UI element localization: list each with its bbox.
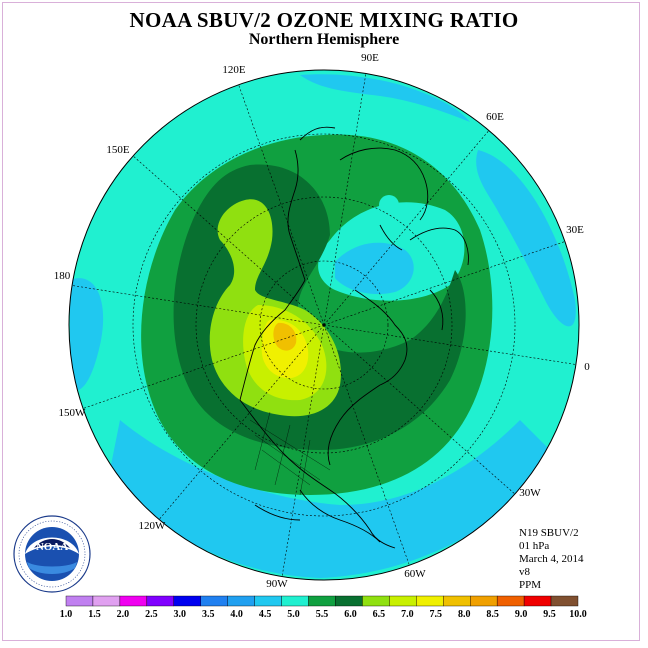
colorbar-label: 1.0 xyxy=(60,609,73,620)
colorbar-label: 6.5 xyxy=(373,609,386,620)
lon-label-120w: 120W xyxy=(139,520,167,532)
colorbar-swatch xyxy=(92,595,121,607)
intrusion-blue xyxy=(335,242,414,295)
colorbar-label: 4.5 xyxy=(259,609,272,620)
colorbar-label: 7.0 xyxy=(401,609,414,620)
colorbar-label: 7.5 xyxy=(430,609,443,620)
colorbar-label: 2.0 xyxy=(117,609,130,620)
colorbar-label: 6.0 xyxy=(344,609,357,620)
patch-blue-top xyxy=(300,74,470,122)
colorbar-label: 9.5 xyxy=(543,609,556,620)
lon-label-120e: 120E xyxy=(222,64,246,76)
colorbar-swatch xyxy=(443,595,471,607)
info-date: March 4, 2014 xyxy=(519,553,584,565)
info-version: v8 xyxy=(519,566,530,578)
colorbar-label: 9.0 xyxy=(515,609,528,620)
colorbar-swatch xyxy=(173,595,201,607)
colorbar-swatch xyxy=(146,595,174,607)
colorbar-swatch xyxy=(416,595,444,607)
noaa-logo: NOAA xyxy=(13,515,91,593)
colorbar-swatch xyxy=(470,595,498,607)
colorbar-label: 10.0 xyxy=(569,609,587,620)
colorbar-swatch xyxy=(65,595,94,607)
page-border xyxy=(2,2,640,641)
lon-label-0: 0 xyxy=(584,361,590,373)
lon-label-150w: 150W xyxy=(59,407,87,419)
hemisphere-map xyxy=(69,70,579,580)
lon-label-150e: 150E xyxy=(106,144,130,156)
band-orange xyxy=(273,322,297,351)
info-level: 01 hPa xyxy=(519,540,550,552)
lon-label-90e: 90E xyxy=(361,52,379,64)
patch-blue-bottom xyxy=(110,420,560,578)
patch-blue-right xyxy=(476,150,576,327)
colorbar-swatch xyxy=(550,595,579,607)
map-subtitle: Northern Hemisphere xyxy=(248,31,400,48)
lon-label-180: 180 xyxy=(54,270,71,282)
info-satellite: N19 SBUV/2 xyxy=(519,527,579,539)
colorbar-label: 2.5 xyxy=(145,609,158,620)
lon-label-60w: 60W xyxy=(404,568,426,580)
graticule xyxy=(69,72,579,578)
colorbar-swatch xyxy=(389,595,417,607)
info-block: N19 SBUV/2 01 hPa March 4, 2014 v8 PPM xyxy=(519,527,583,592)
lon-label-30e: 30E xyxy=(566,224,584,236)
longitude-labels: 90E 60E 30E 0 30W 60W 90W 120W 150W 180 … xyxy=(54,52,591,590)
colorbar: 1.0 1.5 2.0 2.5 3.0 3.5 4.0 4.5 5.0 5.5 6.0 6.5 7.0 7… xyxy=(60,595,587,620)
colorbar-swatch xyxy=(523,595,552,607)
colorbar-swatch xyxy=(335,595,363,607)
colorbar-label: 3.5 xyxy=(202,609,215,620)
lon-label-30w: 30W xyxy=(519,487,541,499)
us-state-lines xyxy=(249,411,331,496)
colorbar-label: 4.0 xyxy=(230,609,243,620)
colorbar-label: 8.0 xyxy=(458,609,471,620)
colorbar-label: 8.5 xyxy=(486,609,499,620)
cyan-spot-north xyxy=(379,195,399,215)
info-units: PPM xyxy=(519,579,542,591)
colorbar-swatch xyxy=(227,595,255,607)
colorbar-swatch xyxy=(200,595,228,607)
patch-blue-left xyxy=(70,278,104,391)
colorbar-swatch xyxy=(119,595,148,607)
colorbar-swatch xyxy=(281,595,309,607)
map-title: NOAA SBUV/2 OZONE MIXING RATIO xyxy=(129,8,519,32)
noaa-logo-text: NOAA xyxy=(36,541,68,553)
colorbar-swatch xyxy=(254,595,282,607)
colorbar-label: 5.0 xyxy=(287,609,300,620)
colorbar-label: 1.5 xyxy=(88,609,101,620)
colorbar-swatch xyxy=(362,595,390,607)
colorbar-label: 5.5 xyxy=(316,609,329,620)
globe-outline xyxy=(68,69,580,581)
coastlines xyxy=(239,126,469,549)
lon-label-60e: 60E xyxy=(486,111,504,123)
colorbar-label: 3.0 xyxy=(174,609,187,620)
lon-label-90w: 90W xyxy=(266,578,288,590)
colorbar-swatch xyxy=(308,595,336,607)
colorbar-swatch xyxy=(496,595,525,607)
